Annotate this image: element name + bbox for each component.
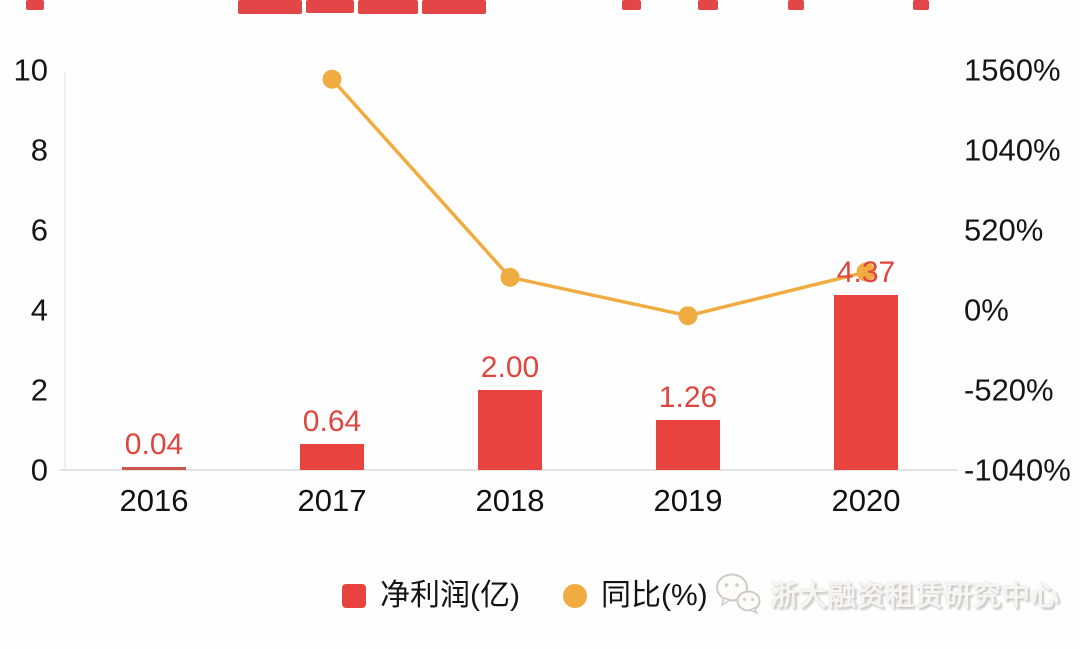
left-axis-tick: 6 <box>30 212 48 248</box>
cropped-title-fragment <box>422 0 486 14</box>
right-axis-tick: 0% <box>964 292 1009 328</box>
left-axis-tick: 10 <box>13 52 48 88</box>
cropped-title-fragment <box>358 0 418 14</box>
legend-label: 同比(%) <box>601 579 708 612</box>
line-data-point <box>322 69 342 89</box>
wechat-icon <box>716 573 761 615</box>
legend-swatch-square <box>342 584 366 608</box>
left-axis-tick: 8 <box>30 132 48 168</box>
right-axis-tick: -1040% <box>964 452 1071 488</box>
bar-2018 <box>478 390 542 470</box>
left-axis-tick: 2 <box>30 372 48 408</box>
legend-swatch-circle <box>563 584 587 608</box>
right-axis-tick: 1560% <box>964 52 1061 88</box>
cropped-title-fragment <box>698 0 718 10</box>
bar-value-label-2020: 4.37 <box>836 256 896 290</box>
cropped-title-fragment <box>622 0 641 10</box>
x-axis-label-2016: 2016 <box>119 483 189 518</box>
right-axis-tick: -520% <box>964 372 1054 408</box>
line-data-point <box>678 306 698 326</box>
left-axis-tick: 4 <box>30 292 48 328</box>
legend-label: 净利润(亿) <box>380 579 520 612</box>
x-axis-label-2019: 2019 <box>653 483 723 518</box>
legend-item-net-profit: 净利润(亿) <box>342 578 520 614</box>
watermark-text: 浙大融资租赁研究中心 <box>770 580 1061 611</box>
bar-value-label-2017: 0.64 <box>302 405 362 439</box>
bar-2020 <box>834 295 898 470</box>
bar-2016 <box>122 467 186 470</box>
x-axis-label-2018: 2018 <box>475 483 545 518</box>
bar-value-label-2019: 1.26 <box>658 380 718 414</box>
bar-value-label-2016: 0.04 <box>124 428 184 461</box>
line-data-point <box>500 267 520 287</box>
cropped-title-fragment <box>238 0 302 14</box>
watermark: 浙大融资租赁研究中心 <box>714 572 1060 616</box>
cropped-title-fragment <box>913 0 929 10</box>
bar-2019 <box>656 419 720 470</box>
bar-2017 <box>300 444 364 470</box>
x-axis-label-2020: 2020 <box>831 483 901 518</box>
right-axis-tick: 1040% <box>964 132 1061 168</box>
cropped-title-fragment <box>788 0 804 10</box>
right-axis-tick: 520% <box>964 212 1044 248</box>
x-axis-label-2017: 2017 <box>297 483 367 518</box>
left-axis-line <box>64 72 66 470</box>
x-axis-line <box>60 469 958 471</box>
legend-item-yoy: 同比(%) <box>563 578 708 614</box>
cropped-title-fragment <box>306 0 354 13</box>
cropped-title-fragment <box>26 0 44 10</box>
bar-value-label-2018: 2.00 <box>480 351 540 384</box>
left-axis-tick: 0 <box>30 452 48 488</box>
